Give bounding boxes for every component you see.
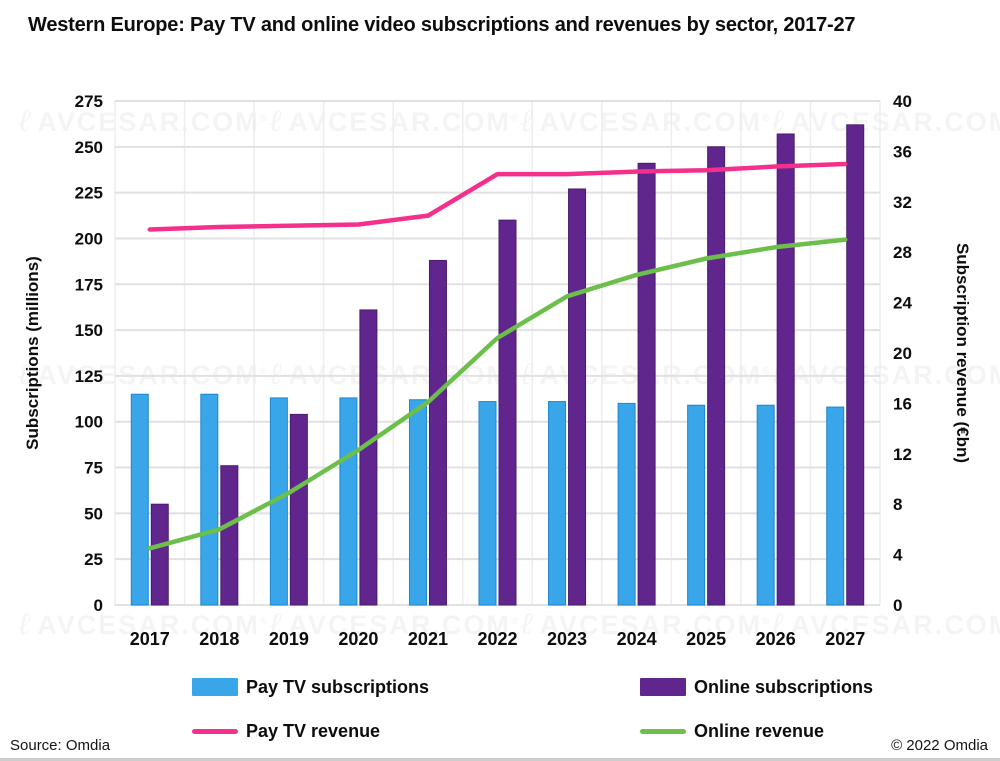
left-axis-tick: 225	[75, 184, 103, 203]
right-axis-tick: 40	[893, 92, 912, 111]
bar-pay-tv-subscriptions-2026	[756, 404, 775, 606]
left-axis-tick: 0	[94, 596, 103, 615]
left-axis-tick: 50	[84, 504, 103, 523]
left-axis-title: Subscriptions (millions)	[23, 256, 42, 450]
bar-online-subscriptions-2021	[428, 259, 447, 606]
left-axis-tick: 150	[75, 321, 103, 340]
legend-item-pay-tv-revenue: Pay TV revenue	[192, 718, 380, 744]
bar-pay-tv-subscriptions-2027	[826, 406, 845, 606]
bar-online-subscriptions-2027	[846, 124, 865, 606]
bar-online-subscriptions-2019	[289, 413, 308, 606]
right-axis-tick: 4	[893, 546, 903, 565]
bar-pay-tv-subscriptions-2023	[548, 401, 567, 606]
right-axis-tick: 16	[893, 394, 912, 413]
right-axis-tick: 28	[893, 243, 912, 262]
legend-label: Pay TV revenue	[246, 720, 381, 741]
left-axis-tick: 75	[84, 459, 103, 478]
bar-pay-tv-subscriptions-2018	[200, 393, 219, 606]
bottom-divider	[0, 758, 1000, 761]
left-axis-tick: 125	[75, 367, 103, 386]
combo-chart: 0 25 50 75 100 125 150 175 200 225 250 275 0 4 8 12 16 20…	[23, 92, 972, 649]
chart-title: Western Europe: Pay TV and online video …	[28, 14, 856, 36]
left-axis-tick: 200	[75, 229, 103, 248]
line-pay-tv-revenue	[147, 161, 848, 232]
left-axis-tick: 175	[75, 275, 103, 294]
legend-item-online-subscriptions: Online subscriptions	[640, 674, 873, 700]
x-axis-label: 2018	[199, 629, 239, 649]
right-axis-tick: 0	[893, 596, 902, 615]
bar-pay-tv-subscriptions-2022	[478, 401, 497, 606]
bar-online-subscriptions-2020	[359, 309, 378, 606]
right-axis-tick: 20	[893, 344, 912, 363]
bar-pay-tv-subscriptions-2025	[687, 404, 706, 606]
x-axis-label: 2021	[408, 629, 448, 649]
x-axis-label: 2026	[756, 629, 796, 649]
x-axis-label: 2024	[617, 629, 657, 649]
pay-tv-subscriptions-swatch	[192, 678, 238, 696]
legend-label: Online revenue	[694, 720, 825, 741]
bar-pay-tv-subscriptions-2020	[339, 397, 358, 606]
copyright-note: © 2022 Omdia	[891, 737, 988, 754]
bar-online-subscriptions-2018	[220, 465, 239, 606]
bar-pay-tv-subscriptions-2021	[408, 399, 427, 606]
x-axis-label: 2017	[130, 629, 170, 649]
bar-online-subscriptions-2024	[637, 162, 656, 606]
x-axis-label: 2020	[338, 629, 378, 649]
right-axis-tick: 36	[893, 142, 912, 161]
legend-item-online-revenue: Online revenue	[640, 718, 824, 744]
legend-label: Pay TV subscriptions	[246, 676, 430, 697]
x-axis-label: 2019	[269, 629, 309, 649]
bar-online-subscriptions-2026	[776, 133, 795, 606]
legend-item-pay-tv-subscriptions: Pay TV subscriptions	[192, 674, 429, 700]
left-axis-tick: 25	[84, 550, 103, 569]
x-axis-label: 2023	[547, 629, 587, 649]
right-axis-tick: 24	[893, 294, 912, 313]
left-axis-tick: 250	[75, 138, 103, 157]
line-online-revenue	[147, 237, 848, 551]
right-axis-tick: 32	[893, 193, 912, 212]
bar-online-subscriptions-2023	[568, 188, 587, 606]
x-axis-label: 2027	[825, 629, 865, 649]
legend-label: Online subscriptions	[694, 676, 874, 697]
left-axis-tick: 275	[75, 92, 103, 111]
x-axis-label: 2022	[477, 629, 517, 649]
right-axis-title: Subscription revenue (€bn)	[953, 243, 972, 463]
bar-online-subscriptions-2022	[498, 219, 517, 606]
online-revenue-swatch	[640, 728, 686, 734]
bar-online-subscriptions-2017	[150, 503, 169, 606]
bar-pay-tv-subscriptions-2017	[130, 393, 149, 606]
pay-tv-revenue-swatch	[192, 728, 238, 734]
right-axis-tick: 12	[893, 445, 912, 464]
right-axis-tick: 8	[893, 495, 902, 514]
online-subscriptions-swatch	[640, 678, 686, 696]
bar-pay-tv-subscriptions-2024	[617, 402, 636, 606]
x-axis-label: 2025	[686, 629, 726, 649]
left-axis-tick: 100	[75, 413, 103, 432]
source-note: Source: Omdia	[10, 737, 111, 754]
bar-online-subscriptions-2025	[707, 146, 726, 606]
